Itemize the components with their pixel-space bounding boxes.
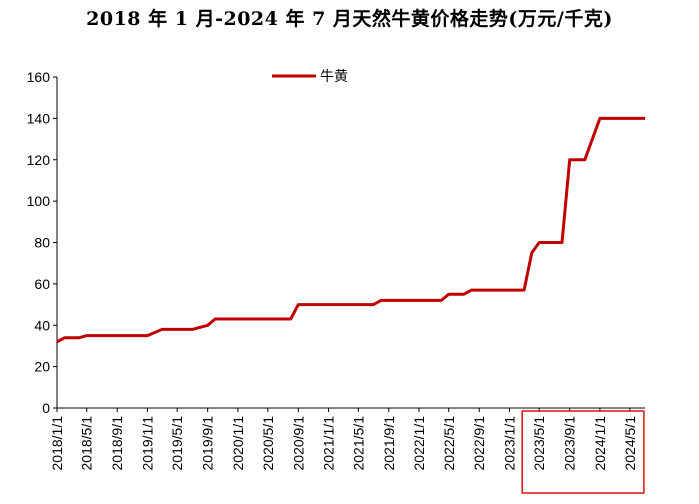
y-tick-label: 100 <box>27 193 51 209</box>
x-tick-label: 2018/9/1 <box>109 416 125 471</box>
x-tick-label: 2019/1/1 <box>139 416 155 471</box>
x-tick-label: 2020/9/1 <box>290 416 306 471</box>
x-axis-ticks: 2018/1/1 2018/5/1 2018/9/1 2019/1/1 2019/5/1… <box>49 408 638 471</box>
x-tick-label: 2020/1/1 <box>230 416 246 471</box>
x-tick-label: 2024/5/1 <box>622 416 638 471</box>
x-tick-label: 2019/9/1 <box>200 416 216 471</box>
x-tick-label: 2020/5/1 <box>260 416 276 471</box>
x-tick-label: 2021/1/1 <box>321 416 337 471</box>
chart-title: 2018 年 1 月-2024 年 7 月天然牛黄价格走势(万元/千克) <box>86 8 613 30</box>
series-line-niuhuang <box>56 116 645 344</box>
x-tick-label: 2021/5/1 <box>350 416 366 471</box>
y-tick-label: 160 <box>27 69 51 85</box>
legend: 牛黄 <box>272 68 348 85</box>
x-tick-label: 2022/1/1 <box>411 416 427 471</box>
x-tick-label: 2018/5/1 <box>79 416 95 471</box>
x-tick-label: 2024/1/1 <box>592 416 608 471</box>
y-tick-label: 60 <box>34 276 50 292</box>
y-axis-ticks: 0 20 40 60 80 100 120 140 160 <box>27 69 57 416</box>
highlight-box <box>521 410 645 494</box>
y-tick-label: 120 <box>27 152 51 168</box>
y-tick-label: 0 <box>42 400 50 416</box>
legend-label: 牛黄 <box>320 68 348 85</box>
y-tick-label: 80 <box>34 235 50 251</box>
x-tick-label: 2018/1/1 <box>49 416 65 471</box>
x-tick-label: 2023/5/1 <box>531 416 547 471</box>
x-tick-label: 2021/9/1 <box>381 416 397 471</box>
x-tick-label: 2022/5/1 <box>441 416 457 471</box>
y-tick-label: 20 <box>34 359 50 375</box>
x-tick-label: 2019/5/1 <box>169 416 185 471</box>
x-tick-label: 2022/9/1 <box>471 416 487 471</box>
x-tick-label: 2023/1/1 <box>501 416 517 471</box>
y-tick-label: 140 <box>27 110 51 126</box>
y-tick-label: 40 <box>34 317 50 333</box>
x-tick-label: 2023/9/1 <box>562 416 578 471</box>
